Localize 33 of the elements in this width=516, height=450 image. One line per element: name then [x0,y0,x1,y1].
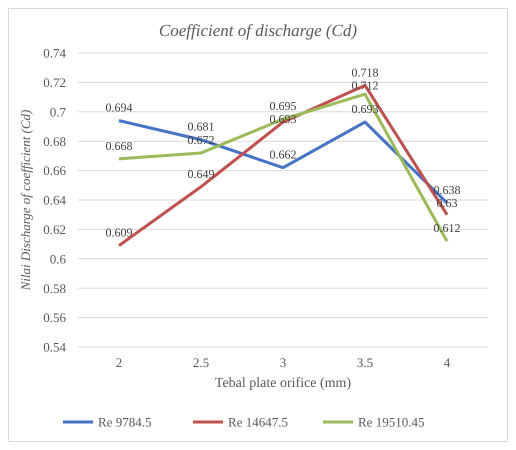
y-tick-label: 0.68 [43,134,66,149]
x-tick-label: 2 [116,355,122,370]
data-label: 0.718 [352,65,378,80]
data-label: 0.609 [106,226,132,240]
y-tick-label: 0.66 [43,163,66,178]
y-tick-label: 0.64 [43,192,66,208]
y-tick-label: 0.56 [43,310,66,326]
legend-label: Re 9784.5 [98,414,152,430]
x-tick-label: 4 [444,355,451,370]
y-axis-title: Nilai Discharge of coefficient (Cd) [18,110,33,292]
data-label: 0.694 [106,100,132,115]
data-label: 0.695 [270,99,296,114]
y-tick-label: 0.62 [43,222,66,237]
data-label: 0.668 [106,138,132,153]
y-tick-label: 0.54 [43,340,66,355]
x-tick-label: 2.5 [192,355,210,370]
x-tick-label: 3 [280,355,286,370]
data-label: 0.662 [270,148,296,162]
legend-label: Re 14647.5 [228,414,288,430]
y-tick-label: 0.74 [43,46,66,61]
x-tick-label: 3.5 [356,355,374,370]
x-axis-title: Tebal plate orifice (mm) [214,376,352,391]
chart-title: Coefficient of discharge (Cd) [158,21,358,40]
data-label: 0.712 [352,78,378,92]
y-tick-label: 0.58 [43,280,66,296]
data-label: 0.681 [188,120,214,134]
data-label: 0.638 [434,182,460,197]
y-tick-label: 0.6 [50,251,66,266]
legend-label: Re 19510.45 [358,414,424,430]
y-tick-label: 0.7 [50,104,66,120]
data-label: 0.649 [188,166,214,181]
y-tick-label: 0.72 [43,74,66,90]
data-label: 0.693 [270,112,296,126]
